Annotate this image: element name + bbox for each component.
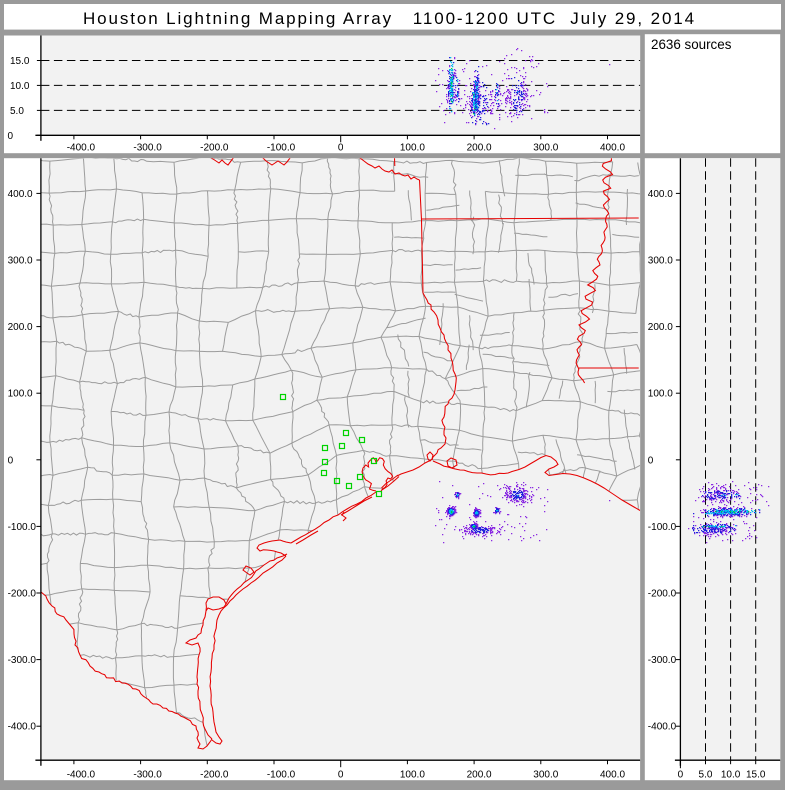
svg-text:15.0: 15.0 bbox=[746, 769, 766, 780]
svg-text:10.0: 10.0 bbox=[10, 81, 30, 92]
svg-text:200.0: 200.0 bbox=[467, 769, 492, 780]
svg-text:300.0: 300.0 bbox=[533, 143, 558, 154]
svg-text:200.0: 200.0 bbox=[8, 322, 33, 333]
svg-text:300.0: 300.0 bbox=[533, 769, 558, 780]
svg-text:400.0: 400.0 bbox=[648, 189, 673, 200]
svg-text:15.0: 15.0 bbox=[10, 56, 30, 67]
svg-text:-400.0: -400.0 bbox=[648, 722, 677, 733]
svg-text:0: 0 bbox=[8, 131, 14, 142]
svg-text:-200.0: -200.0 bbox=[648, 589, 677, 600]
svg-text:Houston Lightning Mapping Arra: Houston Lightning Mapping Array 1100-120… bbox=[83, 9, 696, 28]
svg-text:200.0: 200.0 bbox=[467, 143, 492, 154]
svg-text:0: 0 bbox=[338, 769, 344, 780]
svg-text:100.0: 100.0 bbox=[648, 389, 673, 400]
svg-text:300.0: 300.0 bbox=[648, 256, 673, 267]
svg-text:2636 sources: 2636 sources bbox=[651, 37, 732, 52]
svg-text:-400.0: -400.0 bbox=[67, 769, 96, 780]
svg-text:0: 0 bbox=[338, 143, 344, 154]
svg-text:-300.0: -300.0 bbox=[133, 143, 162, 154]
svg-text:200.0: 200.0 bbox=[648, 322, 673, 333]
svg-text:5.0: 5.0 bbox=[10, 106, 24, 117]
svg-text:-200.0: -200.0 bbox=[8, 589, 37, 600]
svg-text:-300.0: -300.0 bbox=[8, 655, 37, 666]
svg-text:-200.0: -200.0 bbox=[200, 143, 229, 154]
svg-text:0: 0 bbox=[648, 455, 654, 466]
svg-text:-100.0: -100.0 bbox=[267, 143, 296, 154]
svg-text:-100.0: -100.0 bbox=[8, 522, 37, 533]
svg-text:-400.0: -400.0 bbox=[67, 143, 96, 154]
svg-text:5.0: 5.0 bbox=[699, 769, 713, 780]
svg-text:100.0: 100.0 bbox=[8, 389, 33, 400]
svg-text:-300.0: -300.0 bbox=[648, 655, 677, 666]
svg-text:-100.0: -100.0 bbox=[648, 522, 677, 533]
svg-text:400.0: 400.0 bbox=[600, 143, 625, 154]
svg-text:-300.0: -300.0 bbox=[133, 769, 162, 780]
svg-text:0: 0 bbox=[678, 769, 684, 780]
svg-text:100.0: 100.0 bbox=[400, 143, 425, 154]
svg-text:0: 0 bbox=[8, 455, 14, 466]
svg-text:-200.0: -200.0 bbox=[200, 769, 229, 780]
svg-text:100.0: 100.0 bbox=[400, 769, 425, 780]
svg-text:400.0: 400.0 bbox=[600, 769, 625, 780]
svg-text:400.0: 400.0 bbox=[8, 189, 33, 200]
svg-text:300.0: 300.0 bbox=[8, 256, 33, 267]
svg-text:-400.0: -400.0 bbox=[8, 722, 37, 733]
svg-text:10.0: 10.0 bbox=[721, 769, 741, 780]
svg-text:-100.0: -100.0 bbox=[267, 769, 296, 780]
